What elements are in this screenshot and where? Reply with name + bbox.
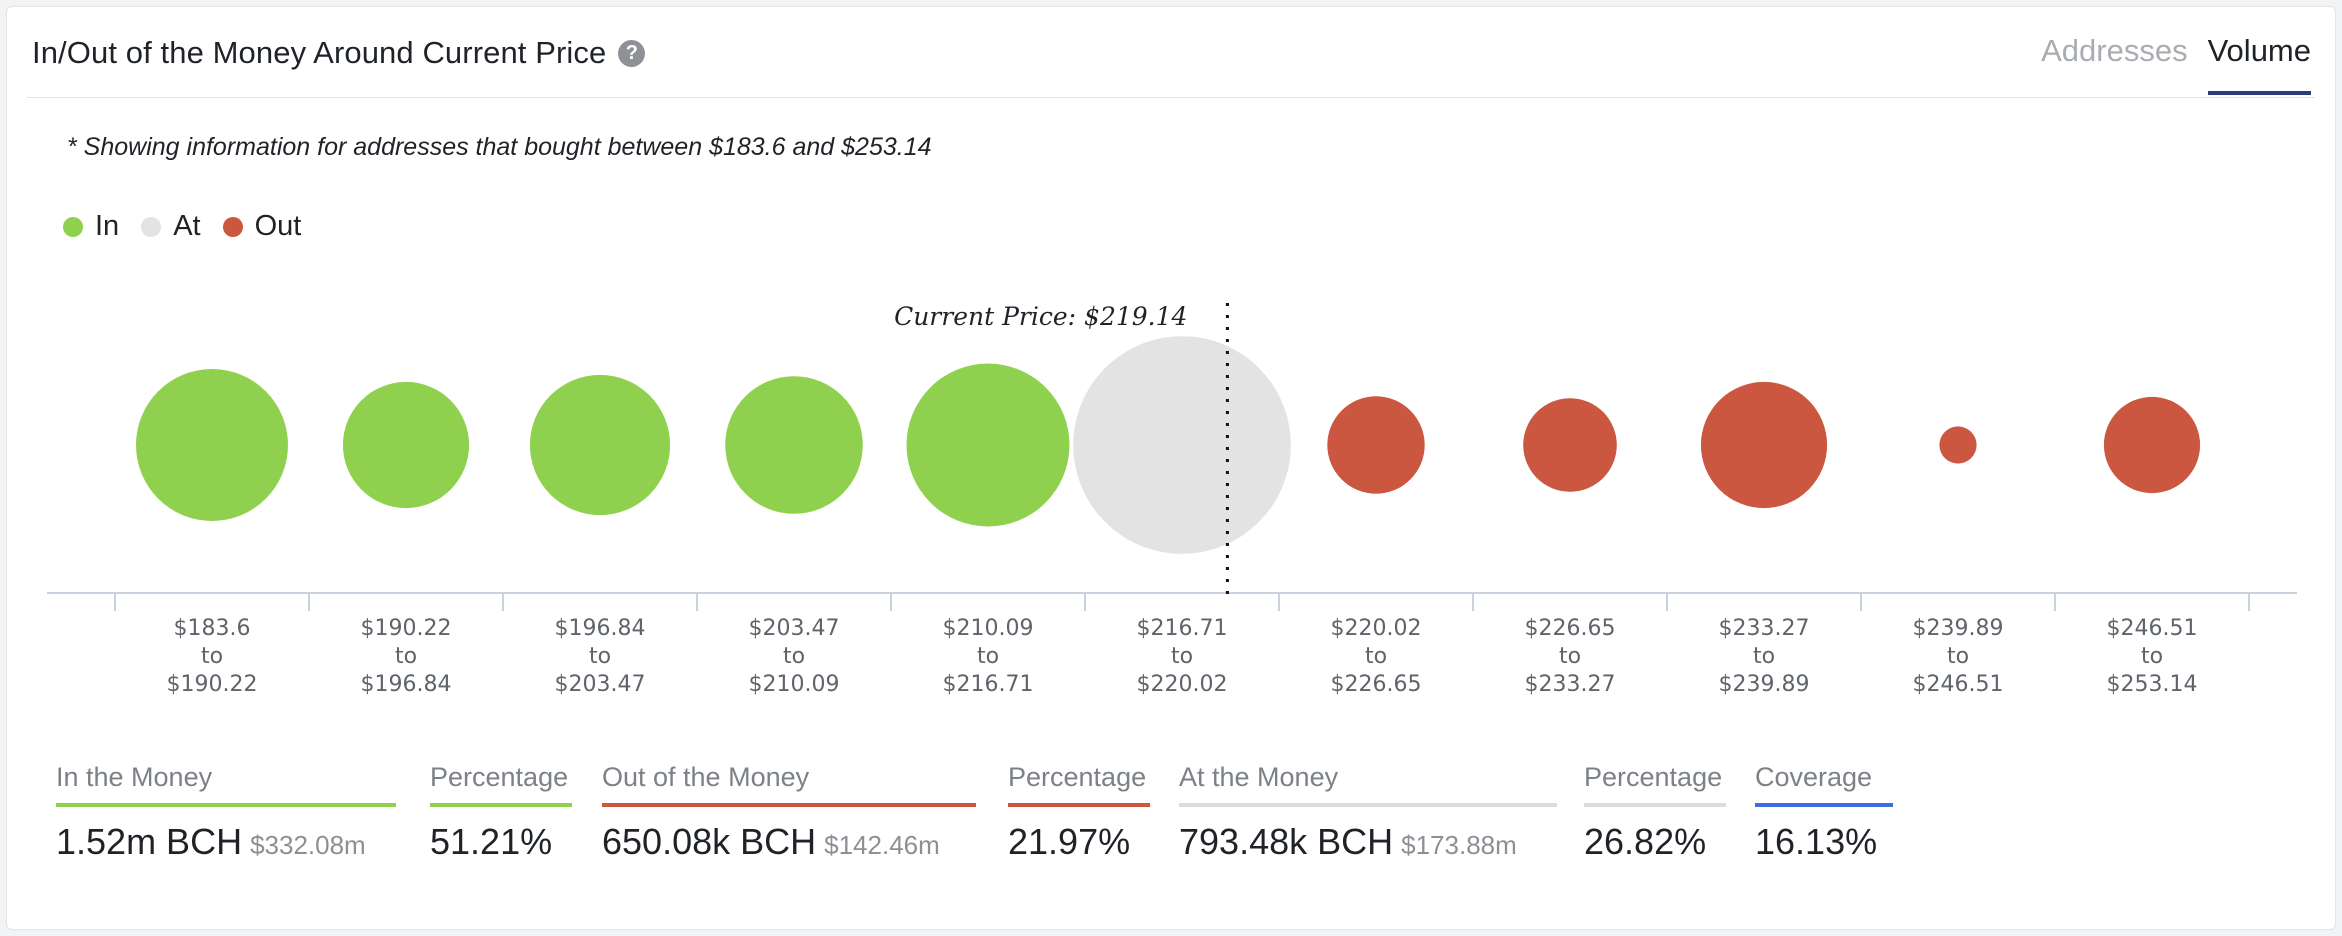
chart-header: In/Out of the Money Around Current Price… [32,35,646,71]
legend-item-out[interactable]: Out [222,210,302,243]
x-tick-label: $190.22 [167,672,258,697]
bubble-in [906,363,1070,527]
x-tick-label: $253.14 [2107,672,2198,697]
x-tick-label: $220.02 [1137,672,1228,697]
bubble-out [1939,426,1977,464]
x-tick-label: $226.65 [1525,616,1616,641]
x-tick-label: $190.22 [361,616,452,641]
x-tick-label: to [589,644,611,669]
bubble-out [1327,396,1425,494]
x-tick-label: to [977,644,999,669]
x-tick-label: to [1947,644,1969,669]
bubble-out [1523,398,1617,492]
legend-item-in[interactable]: In [63,210,119,243]
legend-item-at[interactable]: At [141,210,201,243]
x-tick-label: to [2141,644,2163,669]
x-tick-label: $226.65 [1331,672,1422,697]
bubble-chart: $183.6 to $190.22 $190.22 to $196.84 $196.84 to… [47,302,2297,697]
legend-dot-at [141,216,162,237]
x-tick-label: $216.71 [1137,616,1228,641]
x-tick-label: $239.89 [1913,616,2004,641]
legend-label-in: In [95,210,120,242]
iomap-card: In/Out of the Money Around Current Price… [6,6,2336,930]
x-tick-label: to [1753,644,1775,669]
x-tick-label: $233.27 [1719,616,1810,641]
bubble-in [529,374,671,516]
legend-label-out: Out [254,210,302,242]
x-tick-label: $246.51 [2107,616,2198,641]
x-tick-label: to [201,644,223,669]
question-circle-icon[interactable]: ? [618,39,646,67]
bubble-out [1700,381,1828,509]
legend-label-at: At [173,210,201,242]
header-divider [27,97,2315,98]
x-tick-label: to [395,644,417,669]
x-tick-label: $183.6 [174,616,251,641]
tab-volume[interactable]: Volume [2207,33,2311,95]
x-tick-label: $220.02 [1331,616,1422,641]
x-tick-label: $210.09 [749,672,840,697]
x-tick-label: to [783,644,805,669]
chart-legend: In At Out [63,210,301,243]
x-tick-label: $203.47 [555,672,646,697]
bubble-in [136,369,288,521]
x-tick-label: $196.84 [361,672,452,697]
x-tick-label: to [1171,644,1193,669]
x-tick-label: $246.51 [1913,672,2004,697]
view-tabs: Addresses Volume [2041,33,2311,95]
legend-dot-out [222,216,243,237]
x-tick-label: $239.89 [1719,672,1810,697]
x-tick-label: $233.27 [1525,672,1616,697]
bubble-in [342,381,470,509]
legend-dot-in [63,216,83,237]
bubble-at [1073,336,1291,554]
x-tick-label: $203.47 [749,616,840,641]
x-tick-label: $210.09 [943,616,1034,641]
tab-addresses[interactable]: Addresses [2041,33,2188,68]
bubble-out [2103,396,2201,494]
x-tick-label: to [1365,644,1387,669]
range-note: * Showing information for addresses that… [67,133,932,161]
bubble-in [725,376,863,514]
x-tick-label: $216.71 [943,672,1034,697]
x-tick-label: to [1559,644,1581,669]
current-price-label: Current Price: $219.14 [894,302,1187,331]
page-title: In/Out of the Money Around Current Price [32,35,607,70]
x-tick-label: $196.84 [555,616,646,641]
